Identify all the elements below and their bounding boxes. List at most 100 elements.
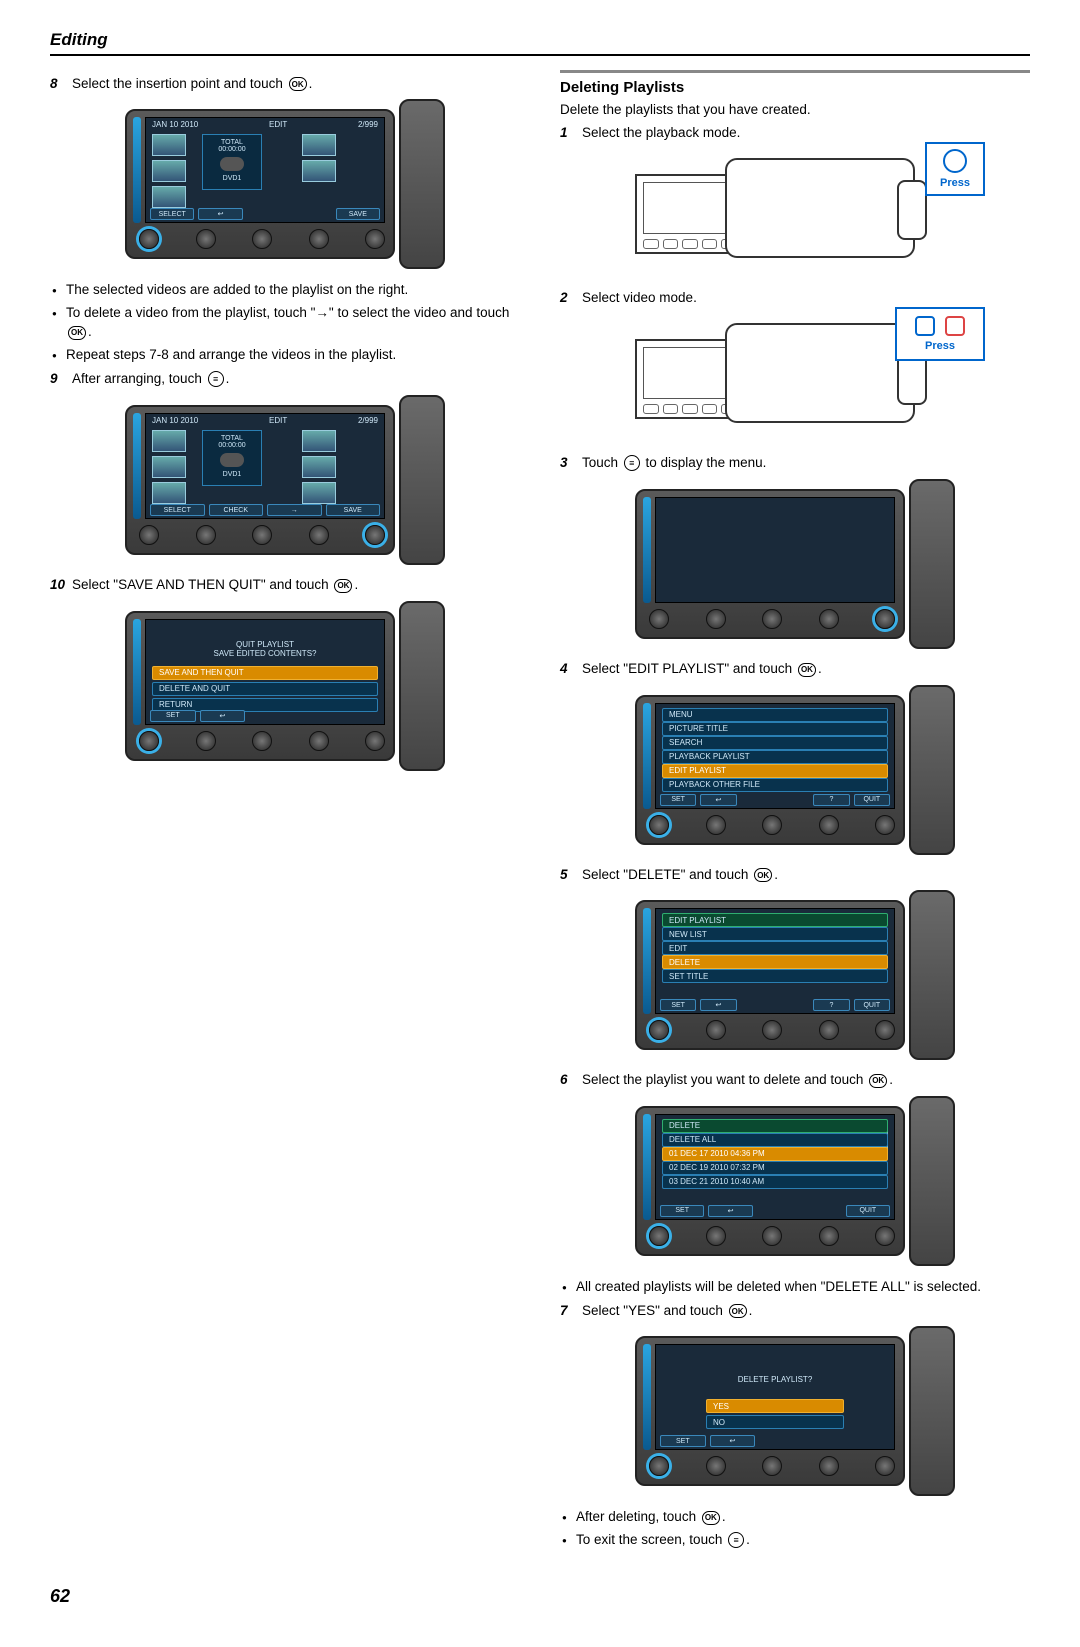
back-button[interactable]: ↩ — [198, 208, 242, 220]
menu-item[interactable]: SEARCH — [662, 736, 888, 750]
arrow-button[interactable]: → — [267, 504, 322, 516]
menu-hw-button[interactable] — [875, 609, 895, 629]
help-button[interactable]: ? — [813, 794, 849, 806]
ok-hw-button[interactable] — [649, 1226, 669, 1246]
quit-button[interactable]: QUIT — [854, 999, 890, 1011]
menu-item[interactable]: 01 DEC 17 2010 04:36 PM — [662, 1147, 888, 1161]
save-button[interactable]: SAVE — [326, 504, 381, 516]
menu-item[interactable]: EDIT PLAYLIST — [662, 764, 888, 778]
menu-hw-button[interactable] — [875, 1020, 895, 1040]
menu-item[interactable]: 02 DEC 19 2010 07:32 PM — [662, 1161, 888, 1175]
back-button[interactable]: ↩ — [710, 1435, 756, 1447]
ok-hw-button[interactable] — [139, 731, 159, 751]
step-3: 3 Touch ≡ to display the menu. — [560, 455, 1030, 471]
menu-hw-button[interactable] — [875, 1456, 895, 1476]
ok-icon: OK — [798, 663, 816, 677]
hw-button[interactable] — [762, 1456, 782, 1476]
step-7: 7 Select "YES" and touch OK. — [560, 1303, 1030, 1318]
set-button[interactable]: SET — [660, 794, 696, 806]
select-button[interactable]: SELECT — [150, 504, 205, 516]
menu-hw-button[interactable] — [365, 229, 385, 249]
hw-button[interactable] — [706, 609, 726, 629]
hw-button[interactable] — [252, 525, 272, 545]
hw-button[interactable] — [819, 1456, 839, 1476]
back-button[interactable]: ↩ — [200, 710, 246, 722]
back-button[interactable]: ↩ — [700, 794, 736, 806]
menu-hw-button[interactable] — [365, 731, 385, 751]
menu-item[interactable]: DELETE — [662, 955, 888, 969]
step-text: Select "YES" and touch OK. — [582, 1303, 1030, 1318]
hw-button[interactable] — [762, 815, 782, 835]
hw-button[interactable] — [819, 1226, 839, 1246]
set-button[interactable]: SET — [660, 999, 696, 1011]
ok-hw-button[interactable] — [649, 1020, 669, 1040]
menu-item[interactable]: DELETE ALL — [662, 1133, 888, 1147]
option-save-quit[interactable]: SAVE AND THEN QUIT — [152, 666, 378, 680]
ok-hw-button[interactable] — [139, 525, 159, 545]
hw-button[interactable] — [762, 1020, 782, 1040]
hw-button[interactable] — [309, 229, 329, 249]
step-text-content: Select the playlist you want to delete a… — [582, 1072, 867, 1087]
hw-button[interactable] — [819, 609, 839, 629]
step-4: 4 Select "EDIT PLAYLIST" and touch OK. — [560, 661, 1030, 676]
option-delete-quit[interactable]: DELETE AND QUIT — [152, 682, 378, 696]
hw-button[interactable] — [309, 731, 329, 751]
quit-button[interactable]: QUIT — [846, 1205, 890, 1217]
figure-step7: DELETE PLAYLIST? YES NO SET ↩ — [560, 1326, 1030, 1496]
menu-item[interactable]: PLAYBACK PLAYLIST — [662, 750, 888, 764]
two-column-layout: 8 Select the insertion point and touch O… — [50, 70, 1030, 1556]
check-button[interactable]: CHECK — [209, 504, 264, 516]
total-time: 00:00:00 — [203, 146, 261, 153]
figure-step10: QUIT PLAYLIST SAVE EDITED CONTENTS? SAVE… — [50, 601, 520, 771]
hw-button[interactable] — [252, 731, 272, 751]
save-button[interactable]: SAVE — [336, 208, 380, 220]
spacer — [741, 794, 810, 806]
back-button[interactable]: ↩ — [708, 1205, 752, 1217]
hw-button[interactable] — [196, 525, 216, 545]
ok-hw-button[interactable] — [649, 609, 669, 629]
set-button[interactable]: SET — [660, 1435, 706, 1447]
hw-button[interactable] — [706, 1226, 726, 1246]
ok-icon: OK — [289, 77, 307, 91]
hw-button[interactable] — [706, 1020, 726, 1040]
hw-button[interactable] — [252, 229, 272, 249]
set-button[interactable]: SET — [150, 710, 196, 722]
hw-button[interactable] — [706, 815, 726, 835]
hw-button[interactable] — [196, 229, 216, 249]
total-label: TOTAL — [203, 139, 261, 146]
menu-hw-button[interactable] — [875, 815, 895, 835]
menu-item[interactable]: SET TITLE — [662, 969, 888, 983]
quit-button[interactable]: QUIT — [854, 794, 890, 806]
step-text-content: Select "YES" and touch — [582, 1303, 727, 1318]
back-button[interactable]: ↩ — [700, 999, 736, 1011]
option-no[interactable]: NO — [706, 1415, 844, 1429]
help-button[interactable]: ? — [813, 999, 849, 1011]
ok-hw-button[interactable] — [139, 229, 159, 249]
hw-button[interactable] — [762, 609, 782, 629]
menu-item[interactable]: EDIT — [662, 941, 888, 955]
select-button[interactable]: SELECT — [150, 208, 194, 220]
press-label: Press — [925, 340, 955, 352]
hw-button[interactable] — [309, 525, 329, 545]
menu-item[interactable]: PICTURE TITLE — [662, 722, 888, 736]
step-text: Select video mode. — [582, 290, 1030, 305]
menu-item[interactable]: 03 DEC 21 2010 10:40 AM — [662, 1175, 888, 1189]
menu-item[interactable]: MENU — [662, 708, 888, 722]
ok-hw-button[interactable] — [649, 1456, 669, 1476]
hw-button[interactable] — [706, 1456, 726, 1476]
option-yes[interactable]: YES — [706, 1399, 844, 1413]
set-button[interactable]: SET — [660, 1205, 704, 1217]
hw-button[interactable] — [762, 1226, 782, 1246]
figure-step2: Press — [560, 313, 1030, 443]
menu-hw-button[interactable] — [365, 525, 385, 545]
menu-item[interactable]: PLAYBACK OTHER FILE — [662, 778, 888, 792]
menu-hw-button[interactable] — [875, 1226, 895, 1246]
section-heading: Deleting Playlists — [560, 79, 1030, 96]
hw-button[interactable] — [196, 731, 216, 751]
dialog-text: DELETE PLAYLIST? — [656, 1375, 894, 1384]
hw-button[interactable] — [819, 815, 839, 835]
menu-item[interactable]: NEW LIST — [662, 927, 888, 941]
step-text-content: Select "DELETE" and touch — [582, 867, 752, 882]
ok-hw-button[interactable] — [649, 815, 669, 835]
hw-button[interactable] — [819, 1020, 839, 1040]
